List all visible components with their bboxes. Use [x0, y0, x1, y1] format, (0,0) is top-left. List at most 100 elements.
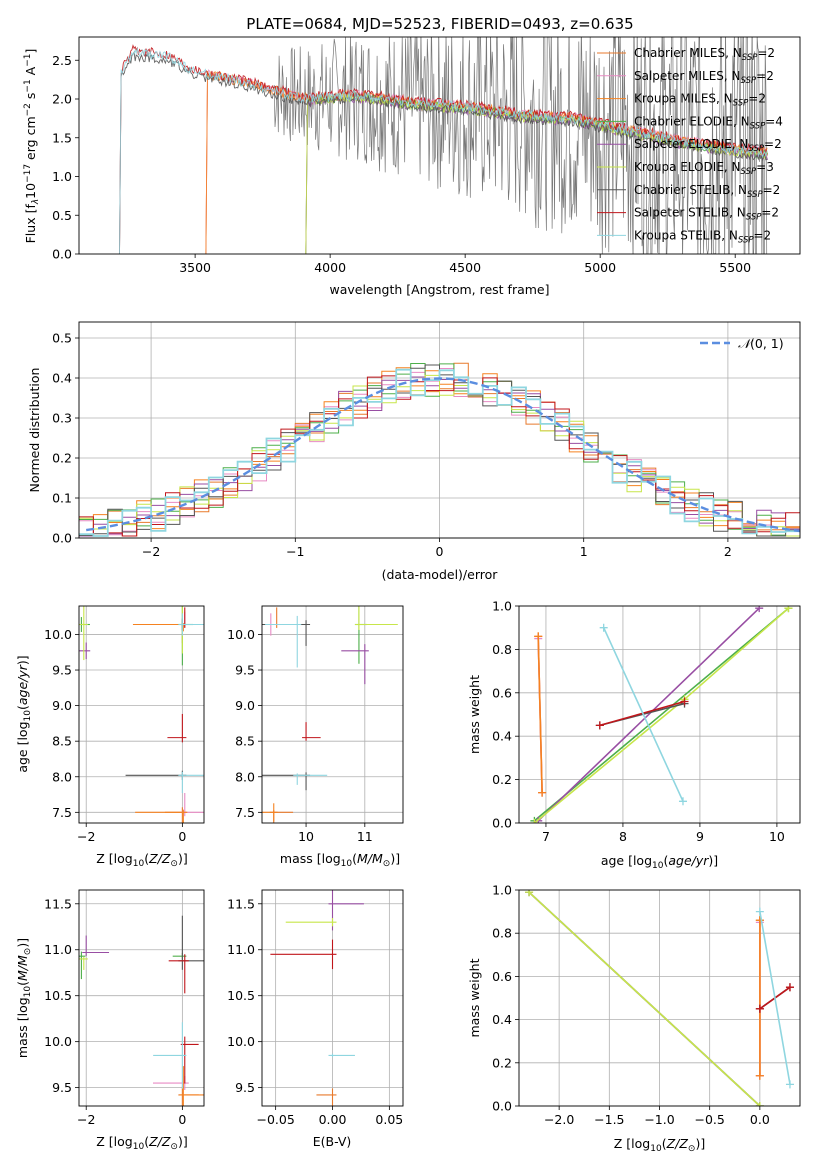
- series-marker: [599, 623, 608, 632]
- y-tick-label: 0.1: [52, 491, 72, 506]
- legend-label: Kroupa ELODIE, NSSP=3: [634, 160, 774, 177]
- series-marker: [680, 697, 689, 706]
- y-tick-label: 11.0: [44, 942, 72, 957]
- axes-frame: [518, 889, 801, 1107]
- legend-label: Chabrier ELODIE, NSSP=4: [634, 114, 783, 131]
- y-tick-label: 7.5: [52, 805, 72, 820]
- x-tick-label: −2: [77, 1112, 95, 1127]
- y-tick-label: 8.0: [52, 769, 72, 784]
- y-axis-label: mass [log10(M/M⊙)]: [15, 938, 33, 1058]
- series-line: [759, 911, 791, 1085]
- axes-frame: [78, 321, 801, 539]
- legend-label: Salpeter ELODIE, NSSP=2: [634, 137, 782, 154]
- x-axis-label: Z [log10(Z/Z⊙)]: [96, 851, 187, 869]
- x-tick-label: 10: [298, 829, 314, 844]
- y-tick-label: 9.5: [235, 1080, 255, 1095]
- model-spectrum: [119, 46, 768, 254]
- y-tick-label: 0.0: [52, 531, 72, 546]
- y-tick-label: 11.5: [44, 896, 72, 911]
- x-tick-label: 9: [696, 829, 704, 844]
- y-tick-label: 0.5: [52, 208, 72, 223]
- x-tick-label: 4000: [314, 260, 346, 275]
- x-tick-label: 10: [769, 829, 785, 844]
- y-tick-label: 9.5: [52, 1080, 72, 1095]
- plot-area: [525, 890, 794, 1106]
- x-axis-label: wavelength [Angstrom, rest frame]: [329, 282, 549, 297]
- y-tick-label: 2.0: [52, 92, 72, 107]
- x-tick-label: 0: [178, 1112, 186, 1127]
- x-tick-label: 0.0: [750, 1112, 770, 1127]
- y-tick-label: 0.5: [52, 331, 72, 346]
- x-axis-label: Z [log10(Z/Z⊙)]: [614, 1136, 705, 1154]
- x-tick-label: 8: [619, 829, 627, 844]
- histogram-step: [79, 374, 800, 537]
- x-tick-label: −2: [77, 829, 95, 844]
- series-marker: [595, 721, 604, 730]
- series-marker: [784, 606, 793, 613]
- y-axis-label: Normed distribution: [27, 368, 42, 493]
- panels: 3500 4000 4500 5000 5500 0.0 0.5 1.0 1.5 2.0 2.5 wa…: [15, 36, 801, 1154]
- x-tick-label: 0: [178, 829, 186, 844]
- legend: Chabrier MILES, NSSP=2 Salpeter MILES, NS…: [597, 46, 783, 245]
- series-line: [602, 627, 684, 802]
- y-tick-label: 1.0: [52, 169, 72, 184]
- y-axis-label: mass weight: [467, 675, 482, 754]
- plot-area: [79, 915, 204, 1106]
- legend-label: Chabrier MILES, NSSP=2: [634, 46, 775, 63]
- x-axis-label: (data-model)/error: [382, 567, 499, 582]
- axes-frame: [78, 889, 205, 1107]
- x-tick-label: 5000: [584, 260, 616, 275]
- x-tick-label: −0.05: [256, 1112, 294, 1127]
- observed-spectrum: [273, 37, 768, 254]
- y-tick-label: 8.0: [235, 769, 255, 784]
- y-tick-label: 8.5: [52, 734, 72, 749]
- x-tick-label: 11: [357, 829, 373, 844]
- y-tick-label: 0.8: [492, 642, 512, 657]
- x-tick-label: 7: [542, 829, 550, 844]
- y-tick-label: 10.0: [227, 1034, 255, 1049]
- x-tick-label: −1: [286, 544, 304, 559]
- x-tick-label: 0.00: [319, 1112, 347, 1127]
- y-axis-label: mass weight: [467, 958, 482, 1037]
- axes-frame: [518, 605, 801, 824]
- y-tick-label: 1.0: [492, 599, 512, 614]
- y-tick-label: 1.5: [52, 130, 72, 145]
- series-marker: [534, 632, 543, 641]
- y-tick-label: 0.4: [52, 371, 72, 386]
- normal-curve: [86, 377, 800, 533]
- panel-age-vs-Z: −2 0 7.5 8.0 8.5 9.0 9.5 10.0 Z [log10(Z/Z⊙)] age…: [15, 605, 205, 869]
- axes-frame: [78, 605, 205, 824]
- plot-area: [262, 606, 398, 823]
- x-tick-label: −1.0: [644, 1112, 674, 1127]
- y-tick-label: 0.8: [492, 926, 512, 941]
- legend-label: 𝒩(0, 1): [738, 336, 784, 351]
- legend-label: Kroupa STELIB, NSSP=2: [634, 228, 771, 245]
- y-tick-label: 11.5: [227, 896, 255, 911]
- x-tick-label: −2: [142, 544, 160, 559]
- panel-residuals: −2 −1 0 1 2 0.0 0.1 0.2 0.3 0.4 0.5 (data-model)/er…: [27, 321, 801, 582]
- y-tick-label: 7.5: [235, 805, 255, 820]
- series-marker: [785, 983, 794, 992]
- y-tick-label: 8.5: [235, 734, 255, 749]
- panel-mass-vs-ebv: −0.05 0.00 0.05 9.5 10.0 10.5 11.0 11.5 E(B-V): [227, 889, 404, 1149]
- y-axis-label: age [log10(age/yr)]: [15, 655, 33, 772]
- y-tick-label: 10.5: [44, 988, 72, 1003]
- y-tick-label: 0.0: [492, 1099, 512, 1114]
- legend-label: Kroupa MILES, NSSP=2: [634, 92, 766, 109]
- x-axis-label: E(B-V): [313, 1134, 352, 1149]
- y-tick-label: 11.0: [227, 942, 255, 957]
- axes-frame: [261, 889, 404, 1107]
- x-axis-label: Z [log10(Z/Z⊙)]: [96, 1134, 187, 1152]
- x-tick-label: 0: [436, 544, 444, 559]
- x-tick-label: −1.5: [594, 1112, 624, 1127]
- x-tick-label: 5500: [719, 260, 751, 275]
- plot-area: [79, 606, 204, 823]
- y-tick-label: 10.5: [227, 988, 255, 1003]
- series-marker: [678, 797, 687, 806]
- series-marker: [538, 788, 547, 797]
- axes-frame: [261, 605, 404, 824]
- legend-label: Salpeter MILES, NSSP=2: [634, 69, 774, 86]
- series-marker: [530, 819, 539, 823]
